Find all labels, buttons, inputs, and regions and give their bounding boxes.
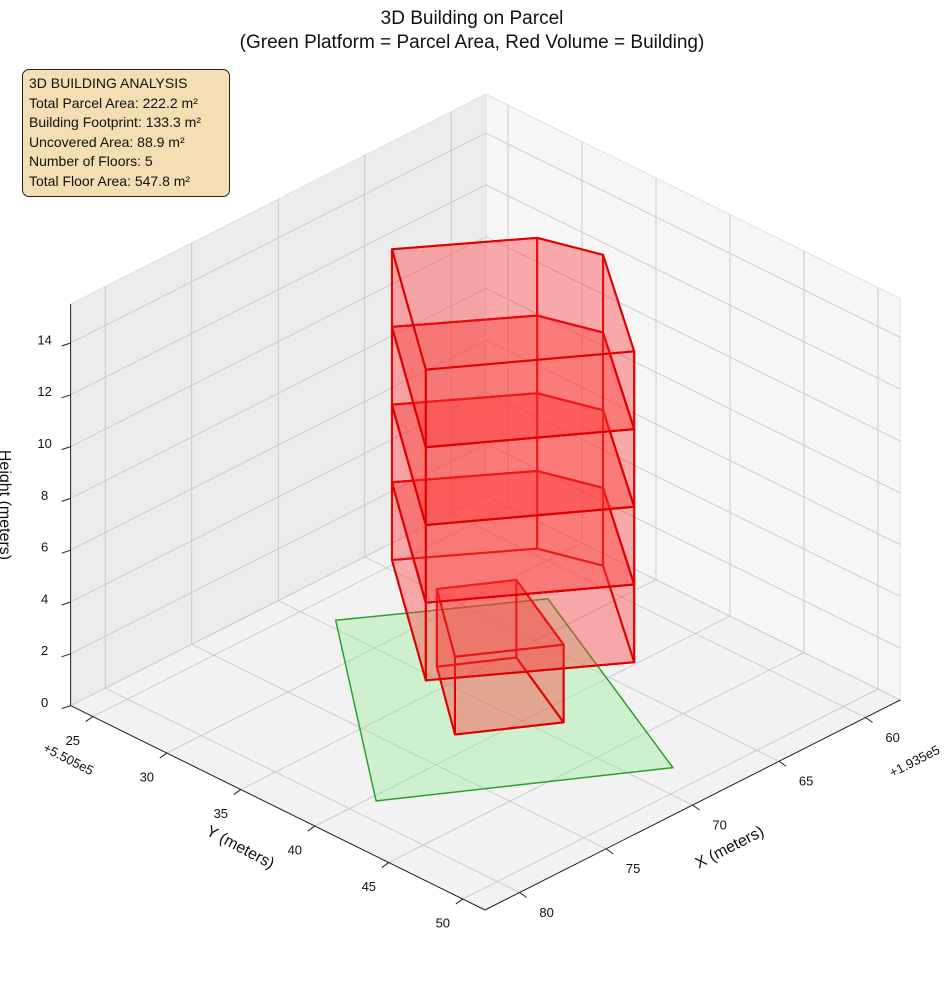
- floor-top: [390, 236, 636, 371]
- tick-mark: [605, 848, 614, 855]
- chart-title: 3D Building on Parcel: [381, 8, 564, 29]
- z-tick-label: 8: [41, 488, 48, 503]
- y-tick-label: 35: [214, 806, 228, 821]
- grid-line: [364, 556, 780, 762]
- building-floor: [390, 236, 636, 449]
- tick-mark: [61, 446, 71, 451]
- grid-line: [70, 495, 487, 707]
- grid-line: [92, 506, 509, 717]
- axis-line: [70, 705, 486, 911]
- axis-line: [484, 699, 901, 911]
- tick-mark: [865, 717, 873, 723]
- tick-mark: [61, 601, 71, 606]
- tick-mark: [61, 705, 71, 710]
- grid-line: [485, 184, 901, 390]
- grid-line: [105, 687, 520, 893]
- tick-mark: [61, 497, 71, 502]
- z-tick-label: 4: [41, 591, 48, 606]
- z-tick-label: 10: [37, 436, 51, 451]
- tick-mark: [455, 898, 464, 905]
- info-line: Total Floor Area: 547.8 m²: [29, 172, 191, 189]
- grid-line: [485, 132, 901, 338]
- grid-line: [485, 495, 901, 701]
- grid-line: [240, 579, 657, 790]
- grid-line: [70, 287, 487, 499]
- tick-mark: [381, 862, 390, 868]
- grid-line: [485, 391, 901, 597]
- tick-mark: [85, 716, 94, 722]
- chart-subtitle: (Green Platform = Parcel Area, Red Volum…: [240, 32, 705, 53]
- tick-mark: [61, 653, 71, 658]
- z-tick-label: 6: [41, 540, 48, 555]
- info-box: 3D BUILDING ANALYSIS Total Parcel Area: 2…: [22, 69, 230, 197]
- z-tick-label: 12: [37, 384, 51, 399]
- grid-line: [70, 236, 487, 448]
- y-tick-label: 30: [140, 769, 154, 784]
- tick-mark: [519, 892, 527, 898]
- x-tick-label: 75: [626, 861, 640, 876]
- z-tick-label: 0: [41, 695, 48, 710]
- tick-mark: [233, 789, 242, 795]
- grid-line: [485, 443, 901, 649]
- grid-line: [191, 643, 607, 850]
- grid-line: [485, 236, 901, 442]
- grid-line: [70, 132, 487, 344]
- grid-line: [278, 600, 693, 806]
- info-line: Total Parcel Area: 222.2 m²: [29, 94, 198, 111]
- tick-mark: [61, 549, 71, 554]
- info-line: 3D BUILDING ANALYSIS: [29, 75, 188, 91]
- info-line: Uncovered Area: 88.9 m²: [29, 133, 185, 150]
- grid-line: [70, 184, 487, 396]
- grid-line: [451, 512, 866, 718]
- grid-line: [70, 339, 487, 551]
- z-tick-label: 2: [41, 643, 48, 658]
- y-tick-label: 50: [436, 915, 450, 930]
- z-tick-label: 14: [37, 332, 51, 347]
- y-tick-label: 40: [288, 842, 302, 857]
- grid-line: [462, 688, 879, 900]
- x-tick-label: 65: [799, 774, 813, 789]
- grid-line: [70, 443, 487, 655]
- grid-line: [485, 287, 901, 494]
- x-tick-label: 60: [885, 730, 899, 745]
- tick-mark: [159, 752, 168, 759]
- building-floor: [390, 314, 636, 526]
- y-axis-label: Y (meters): [203, 823, 277, 873]
- grid-line: [485, 339, 901, 546]
- y-tick-label: 45: [362, 879, 376, 894]
- x-tick-label: 70: [712, 817, 726, 832]
- tick-mark: [778, 760, 787, 767]
- parcel: [334, 597, 675, 802]
- tick-mark: [307, 825, 316, 832]
- x-offset-label: +1.935e5: [887, 742, 942, 780]
- grid-line: [388, 652, 805, 863]
- grid-line: [166, 542, 583, 754]
- tick-mark: [692, 804, 700, 811]
- x-tick-label: 80: [539, 905, 553, 920]
- z-axis-label: Height (meters): [0, 450, 13, 560]
- tick-mark: [61, 342, 71, 347]
- tick-mark: [61, 394, 71, 399]
- info-line: Building Footprint: 133.3 m²: [29, 114, 201, 131]
- y-tick-label: 25: [66, 733, 80, 748]
- info-line: Number of Floors: 5: [29, 153, 153, 170]
- grid-line: [314, 615, 731, 827]
- grid-line: [70, 391, 487, 603]
- x-axis-label: X (meters): [693, 823, 767, 872]
